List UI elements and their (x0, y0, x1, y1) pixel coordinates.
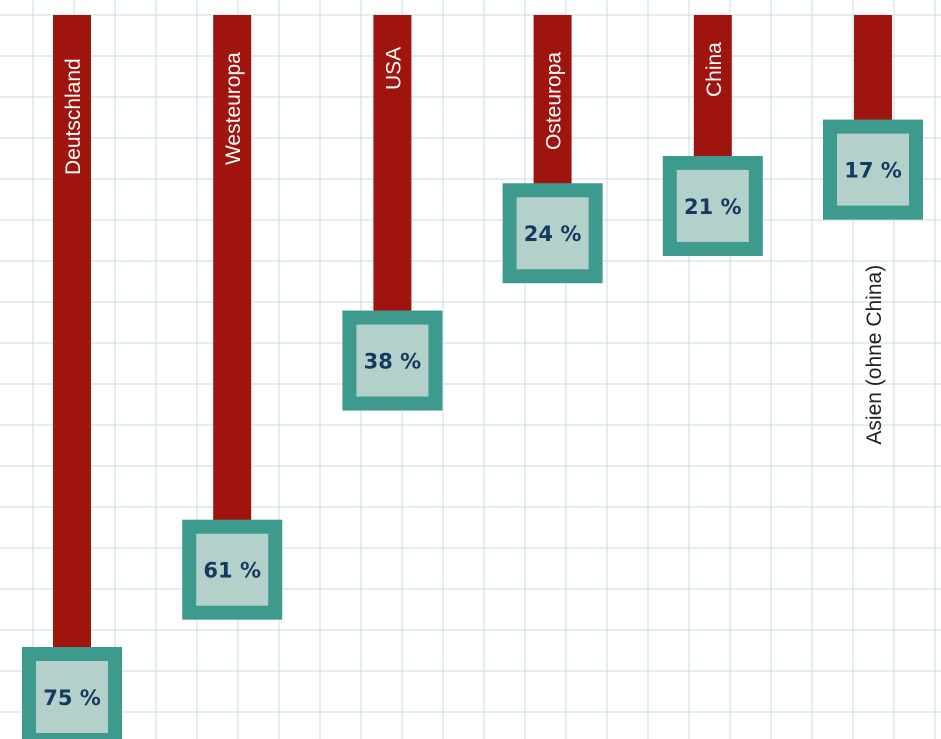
bar (373, 15, 412, 361)
category-label: Westeuropa (222, 52, 245, 165)
bar (53, 15, 91, 697)
bar-group: 75 % Deutschland (22, 15, 122, 739)
value-box (662, 155, 763, 256)
bar (213, 15, 252, 570)
data-label: 17 % (844, 159, 902, 183)
value-box (823, 119, 923, 220)
data-label: 61 % (203, 559, 261, 583)
category-label: Osteuropa (543, 52, 566, 150)
data-label: 21 % (684, 195, 742, 219)
data-label: 24 % (524, 222, 582, 246)
category-label: China (703, 42, 726, 97)
value-box (22, 647, 122, 739)
category-label: USA (382, 47, 405, 90)
category-label: Deutschland (62, 58, 85, 175)
category-label: Asien (ohne China) (863, 265, 886, 445)
value-box (182, 519, 283, 620)
bar-group: 21 % China (662, 15, 763, 256)
bar-group: 38 % USA (342, 15, 443, 411)
bar-group: 24 % Osteuropa (502, 15, 603, 284)
data-label: 75 % (43, 686, 101, 710)
data-label: 38 % (364, 350, 422, 374)
bars: 75 % Deutschland 61 % Westeuropa 38 % USA 24 %… (22, 15, 923, 739)
value-box (502, 183, 603, 284)
bar-group: 61 % Westeuropa (182, 15, 283, 620)
bar-group: 17 % Asien (ohne China) (823, 15, 923, 445)
value-box (342, 310, 443, 411)
